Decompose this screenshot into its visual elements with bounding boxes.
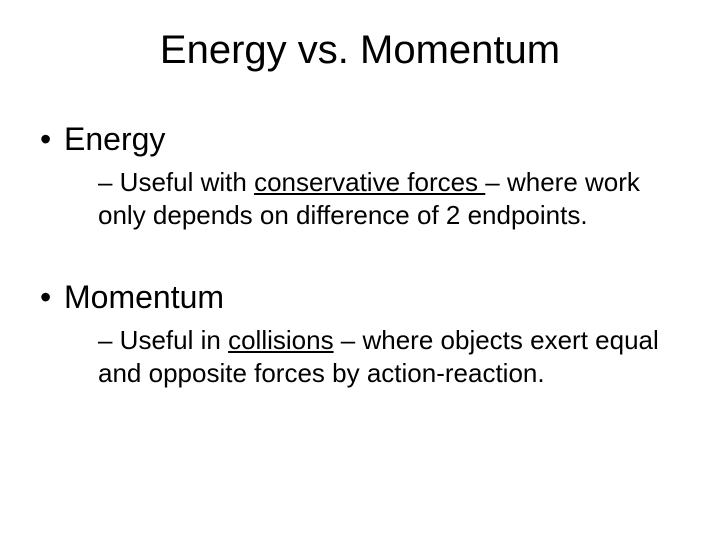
momentum-sub-prefix: – Useful in xyxy=(98,325,228,355)
subbullet-momentum: – Useful in collisions – where objects e… xyxy=(40,324,680,389)
bullet-energy: Energy xyxy=(40,121,680,158)
slide-title: Energy vs. Momentum xyxy=(40,28,680,73)
bullet-momentum: Momentum xyxy=(40,279,680,316)
section-energy: Energy – Useful with conservative forces… xyxy=(40,121,680,231)
energy-sub-underlined: conservative forces xyxy=(254,167,485,197)
energy-sub-prefix: – Useful with xyxy=(98,167,254,197)
momentum-sub-underlined: collisions xyxy=(228,325,334,355)
subbullet-energy: – Useful with conservative forces – wher… xyxy=(40,166,680,231)
section-momentum: Momentum – Useful in collisions – where … xyxy=(40,279,680,389)
